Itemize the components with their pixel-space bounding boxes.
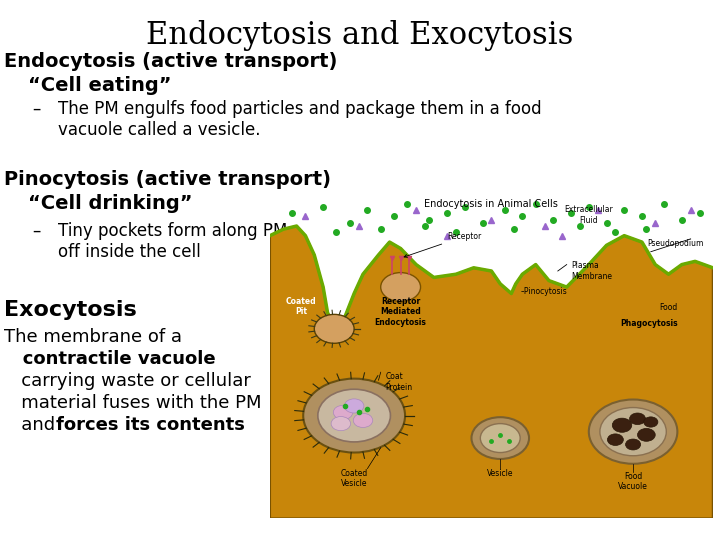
Circle shape [303,379,405,453]
Circle shape [644,417,658,427]
Circle shape [331,416,351,431]
Circle shape [472,417,529,459]
Text: Exocytosis: Exocytosis [4,300,137,320]
Polygon shape [270,226,713,518]
Text: Receptor: Receptor [404,232,482,258]
Text: Coat
Protein: Coat Protein [385,372,413,391]
Circle shape [626,439,641,450]
Circle shape [612,418,631,433]
Text: Extracellular
Fluid: Extracellular Fluid [564,205,613,225]
Text: Coated
Pit: Coated Pit [286,296,316,316]
Text: Pinocytosis (active transport): Pinocytosis (active transport) [4,170,331,189]
Text: Receptor
Mediated
Endocytosis: Receptor Mediated Endocytosis [374,296,426,327]
Circle shape [318,389,390,442]
Text: The membrane of a: The membrane of a [4,328,182,346]
Text: carrying waste or cellular: carrying waste or cellular [4,372,251,390]
Text: The PM engulfs food particles and package them in a food
vacuole called a vesicl: The PM engulfs food particles and packag… [58,100,541,139]
Circle shape [600,408,666,456]
Text: contractile vacuole: contractile vacuole [4,350,215,368]
Text: “Cell eating”: “Cell eating” [28,76,171,95]
Circle shape [608,434,624,446]
Circle shape [637,428,655,441]
Text: Phagocytosis: Phagocytosis [620,319,678,328]
Text: Pseudopodium: Pseudopodium [647,239,704,248]
Text: forces its contents: forces its contents [56,416,245,434]
Text: Plasma
Membrane: Plasma Membrane [571,261,612,281]
Text: “Cell drinking”: “Cell drinking” [28,194,192,213]
Text: –: – [32,222,40,240]
Circle shape [314,314,354,343]
Circle shape [333,406,353,420]
Text: Tiny pockets form along PM
off inside the cell: Tiny pockets form along PM off inside th… [58,222,287,261]
Text: –: – [32,100,40,118]
Text: Endocytosis and Exocytosis: Endocytosis and Exocytosis [146,20,574,51]
Text: Coated
Vesicle: Coated Vesicle [341,469,368,488]
Circle shape [589,400,678,464]
Text: Vesicle: Vesicle [487,469,513,477]
Circle shape [480,423,520,453]
Text: and: and [4,416,61,434]
Circle shape [354,413,373,428]
Text: Food: Food [660,303,678,312]
Circle shape [344,399,364,413]
Text: material fuses with the PM: material fuses with the PM [4,394,261,412]
Circle shape [629,413,646,424]
Circle shape [381,273,420,301]
Text: –Pinocytosis: –Pinocytosis [520,287,567,296]
Text: Food
Vacuole: Food Vacuole [618,472,648,491]
Text: Endocytosis (active transport): Endocytosis (active transport) [4,52,338,71]
Text: Endocytosis in Animal Cells: Endocytosis in Animal Cells [425,199,558,208]
